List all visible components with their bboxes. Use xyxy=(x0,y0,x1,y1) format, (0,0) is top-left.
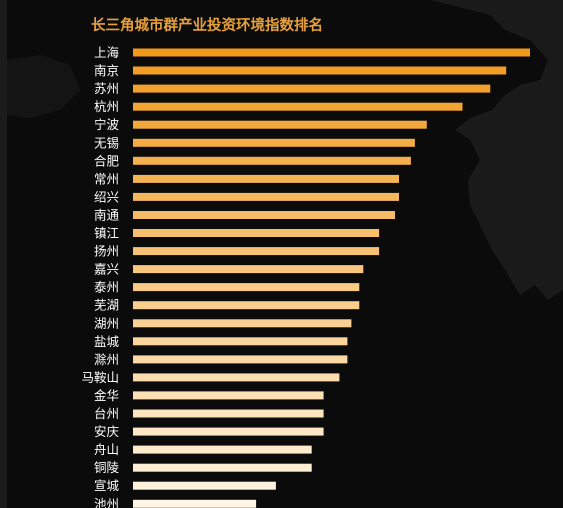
category-label: 泰州 xyxy=(94,280,119,295)
category-label: 宁波 xyxy=(94,117,120,132)
category-label: 盐城 xyxy=(94,334,120,349)
category-label: 马鞍山 xyxy=(81,370,119,385)
bar-1 xyxy=(133,48,530,57)
bar-18 xyxy=(133,355,348,364)
bar-10 xyxy=(133,211,395,219)
category-label: 常州 xyxy=(94,171,119,186)
category-label: 金华 xyxy=(94,388,119,403)
category-label: 苏州 xyxy=(94,81,119,96)
bar-7 xyxy=(133,156,411,165)
window-edge xyxy=(0,0,7,508)
bar-21 xyxy=(133,409,324,418)
bar-5 xyxy=(133,120,427,129)
bars xyxy=(133,48,530,508)
bar-16 xyxy=(133,319,352,328)
bar-17 xyxy=(133,337,348,346)
bar-2 xyxy=(133,66,507,75)
bar-12 xyxy=(133,247,380,256)
category-label: 镇江 xyxy=(94,226,119,241)
category-label: 无锡 xyxy=(94,135,119,150)
bar-19 xyxy=(133,373,340,382)
category-label: 南通 xyxy=(94,208,120,223)
bar-24 xyxy=(133,463,312,472)
category-label: 上海 xyxy=(94,45,120,60)
category-label: 台州 xyxy=(94,406,119,421)
category-labels: 上海南京苏州杭州宁波无锡合肥常州绍兴南通镇江扬州嘉兴泰州芜湖湖州盐城滁州马鞍山金… xyxy=(81,45,119,508)
bar-6 xyxy=(133,138,415,147)
category-label: 安庆 xyxy=(94,424,120,439)
category-label: 芜湖 xyxy=(94,298,119,313)
category-label: 宣城 xyxy=(94,478,120,493)
bar-20 xyxy=(133,391,324,400)
category-label: 铜陵 xyxy=(94,460,120,475)
category-label: 池州 xyxy=(94,496,119,508)
category-label: 湖州 xyxy=(94,316,119,331)
category-label: 绍兴 xyxy=(94,189,119,204)
bar-3 xyxy=(133,84,491,93)
category-label: 嘉兴 xyxy=(94,262,119,277)
category-label: 扬州 xyxy=(94,244,119,259)
bar-25 xyxy=(133,481,276,490)
bar-11 xyxy=(133,229,380,237)
category-label: 南京 xyxy=(94,63,119,78)
bar-9 xyxy=(133,192,399,201)
bar-23 xyxy=(133,445,312,454)
bar-13 xyxy=(133,265,364,274)
category-label: 杭州 xyxy=(94,99,119,114)
bar-15 xyxy=(133,301,360,310)
category-label: 合肥 xyxy=(94,153,120,168)
bar-4 xyxy=(133,102,463,111)
category-label: 滁州 xyxy=(94,352,119,367)
chart-title: 长三角城市群产业投资环境指数排名 xyxy=(91,16,323,34)
bar-14 xyxy=(133,283,360,292)
bar-26 xyxy=(133,499,257,508)
bar-8 xyxy=(133,174,399,183)
bar-22 xyxy=(133,427,324,436)
category-label: 舟山 xyxy=(94,442,119,457)
